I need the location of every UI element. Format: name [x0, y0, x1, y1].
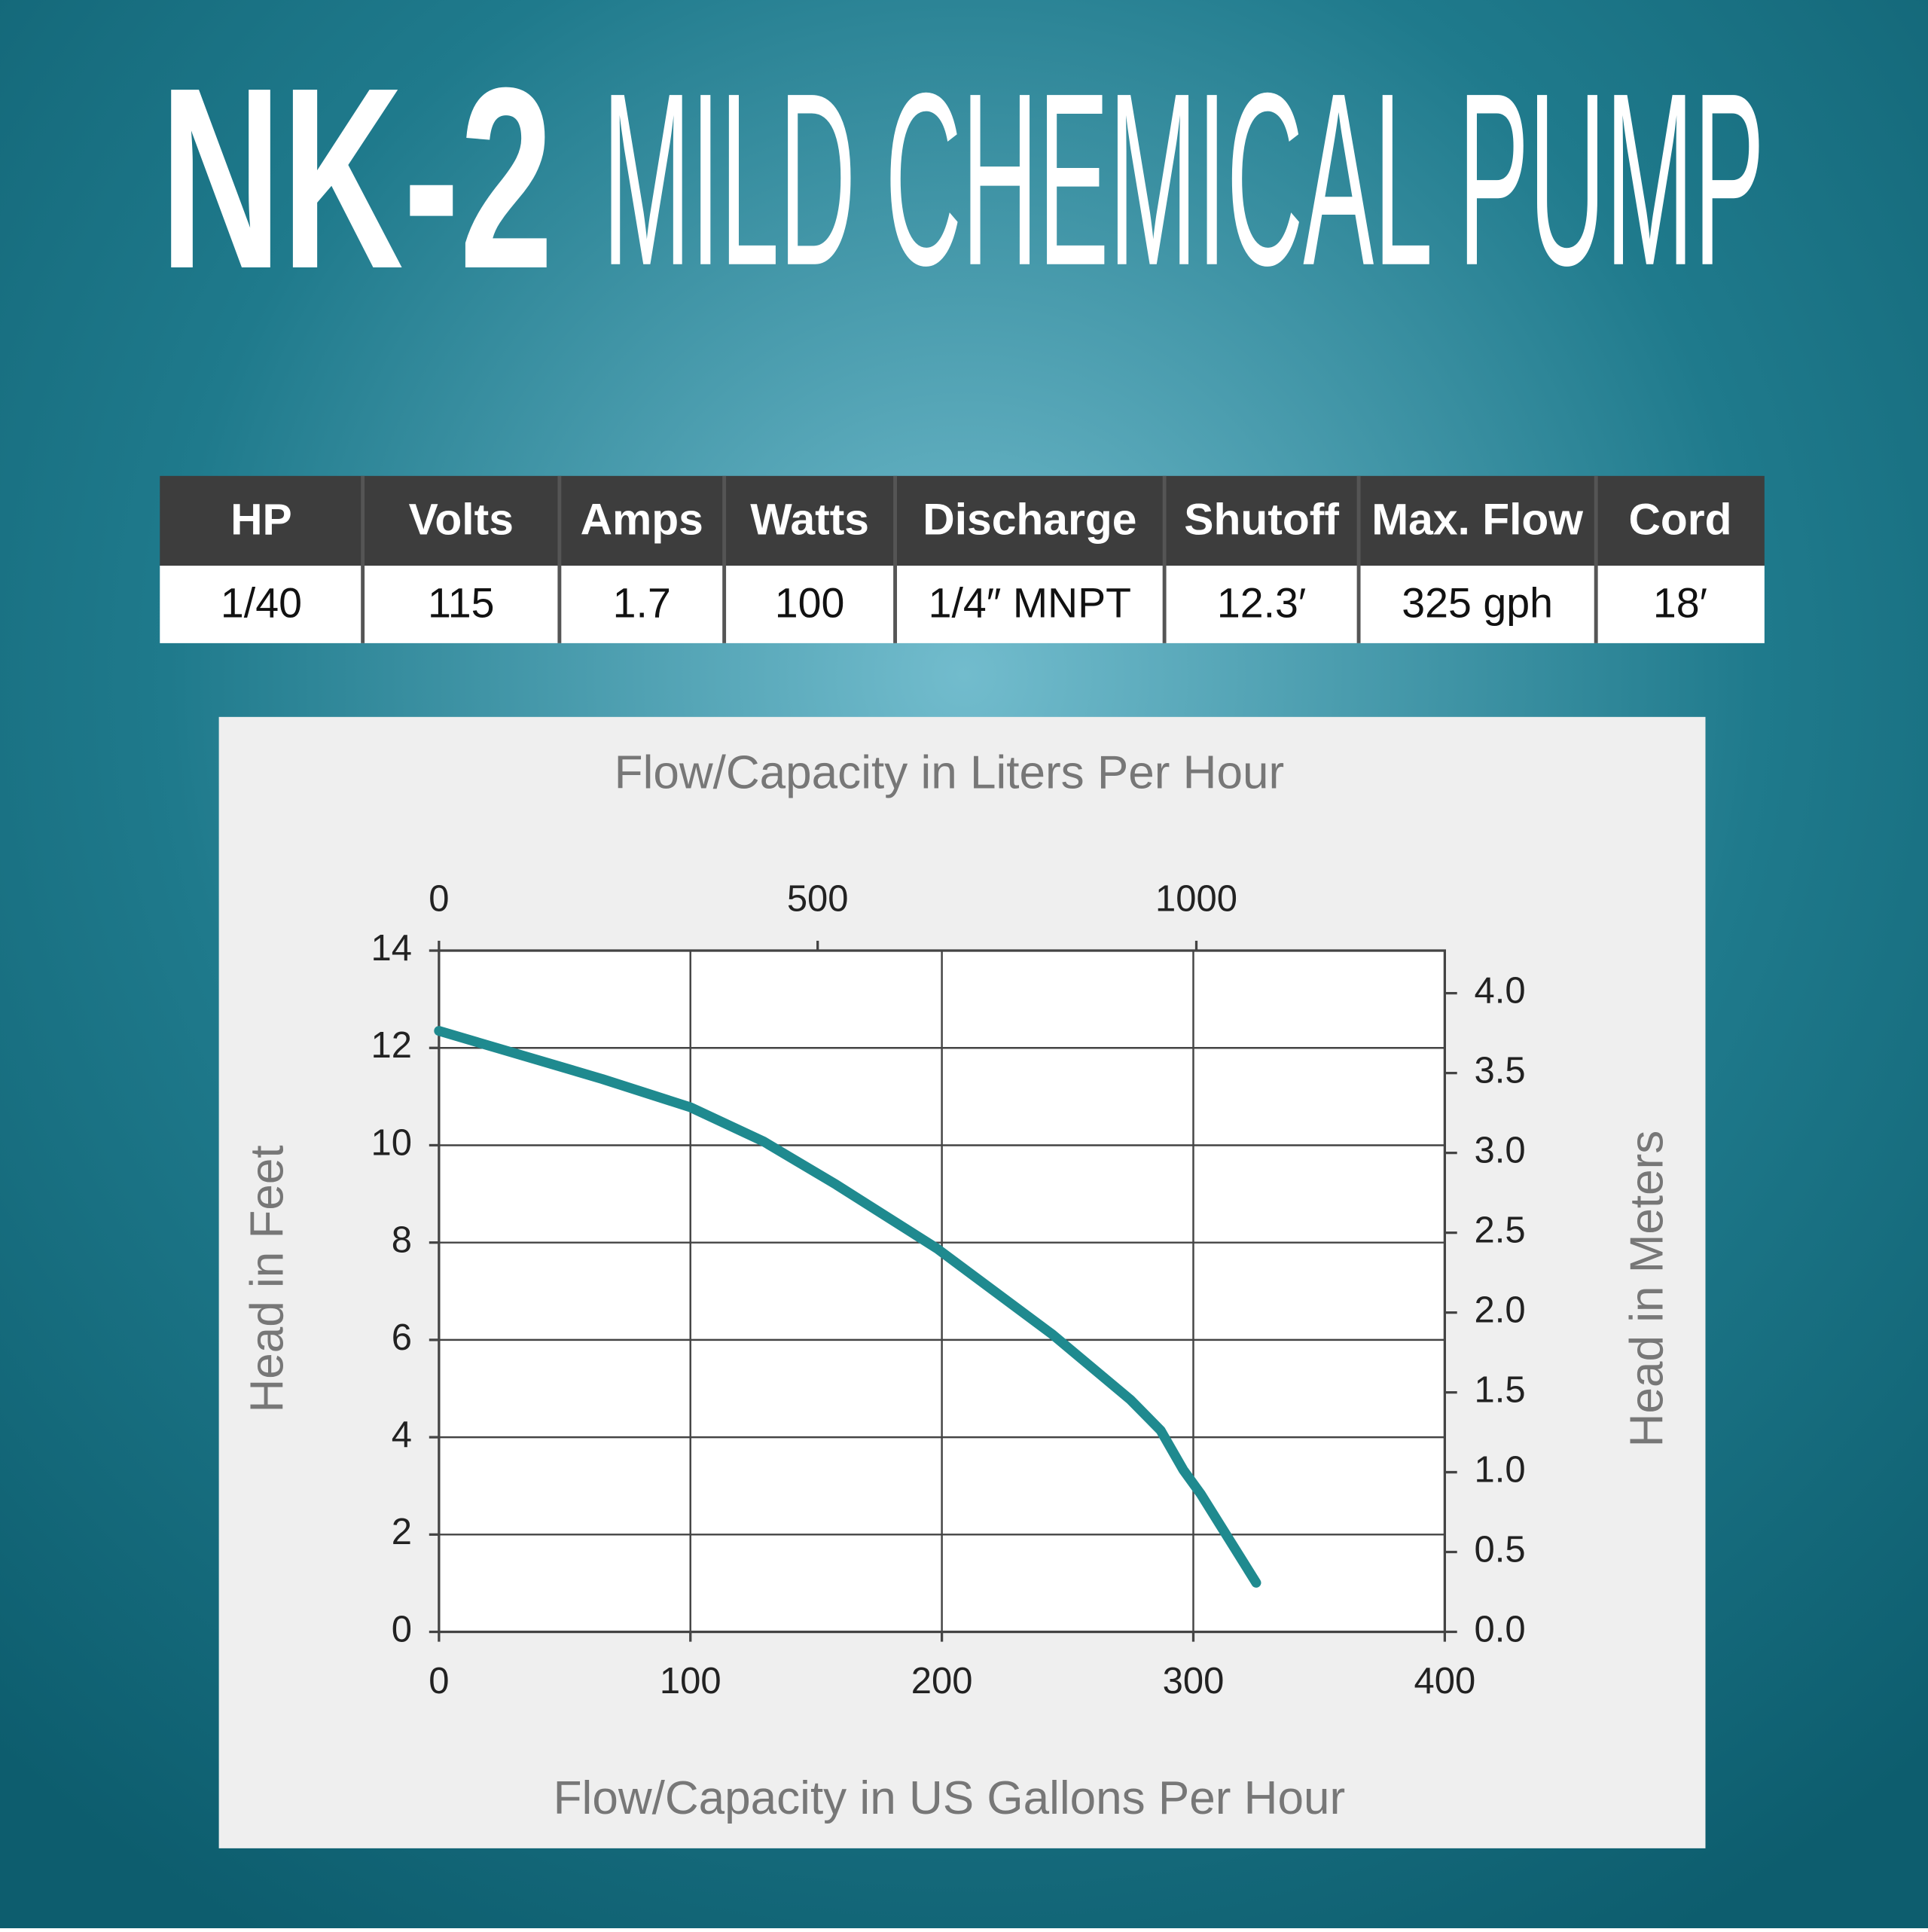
performance-curve	[434, 1026, 1261, 1588]
cell: 1.7	[613, 580, 671, 627]
y2-tick-label: 2.5	[1475, 1210, 1526, 1251]
y2-tick-label: 3.0	[1475, 1131, 1526, 1171]
y-tick-label: 4	[392, 1415, 412, 1455]
y-axis-title: Head in Feet	[242, 1145, 294, 1412]
y-tick-label: 2	[392, 1512, 412, 1552]
y2-axis-title: Head in Meters	[1621, 1131, 1673, 1448]
y2-tick-label: 4.0	[1475, 971, 1526, 1012]
y-tick-label: 12	[371, 1025, 411, 1066]
y2-tick-label: 2.0	[1475, 1290, 1526, 1331]
y2-tick-label: 1.0	[1475, 1449, 1526, 1490]
y2-tick-label: 0.5	[1475, 1529, 1526, 1570]
column-header: Cord	[1628, 495, 1731, 544]
cell: 115	[428, 580, 494, 627]
y-tick-label: 8	[392, 1220, 412, 1261]
column-header: Amps	[581, 495, 703, 544]
product-name: MILD CHEMICAL PUMP	[602, 42, 1765, 317]
x-tick-label: 100	[660, 1661, 721, 1702]
data-row	[160, 566, 1765, 643]
plot-frame	[438, 949, 1446, 1634]
column-header: Volts	[409, 495, 514, 544]
x-tick-label: 400	[1414, 1661, 1476, 1702]
x2-tick-label: 1000	[1155, 879, 1237, 920]
cell: 18′	[1653, 580, 1707, 627]
y-tick-label: 0	[392, 1609, 412, 1650]
x2-axis-title: Flow/Capacity in Liters Per Hour	[615, 747, 1284, 799]
column-header: Watts	[750, 495, 869, 544]
x-tick-label: 200	[911, 1661, 973, 1702]
cell: 12.3′	[1217, 580, 1306, 627]
x2-tick-label: 0	[429, 879, 449, 920]
y-tick-label: 10	[371, 1122, 411, 1163]
model: NK-2	[160, 34, 553, 322]
column-header: Discharge	[923, 495, 1136, 544]
cell: 1/40	[221, 580, 302, 627]
x-tick-label: 300	[1163, 1661, 1225, 1702]
y2-tick-label: 3.5	[1475, 1051, 1526, 1091]
cell: 1/4″ MNPT	[929, 580, 1131, 627]
x-tick-label: 0	[429, 1661, 449, 1702]
cell: 325 gph	[1402, 580, 1553, 627]
y2-tick-label: 1.5	[1475, 1370, 1526, 1411]
y2-tick-label: 0.0	[1475, 1609, 1526, 1650]
column-header: HP	[230, 495, 292, 544]
cell: 100	[775, 580, 845, 627]
spec-table: HP 1/40 Volts 115 Amps 1.7 Watts 100 Discharge 1/…	[160, 475, 1765, 643]
x2-tick-label: 500	[787, 879, 849, 920]
column-header: Max. Flow	[1371, 495, 1583, 544]
chart: 0 100 200 300 400 0 2 4 6 8 10 12 14 0 500 1000 0.0 0.5 1.…	[242, 747, 1673, 1825]
y-tick-label: 6	[392, 1317, 412, 1358]
column-header: Shutoff	[1184, 495, 1339, 544]
y-tick-label: 14	[371, 928, 411, 969]
x-axis-title: Flow/Capacity in US Gallons Per Hour	[554, 1772, 1345, 1824]
header-row	[160, 475, 1765, 566]
